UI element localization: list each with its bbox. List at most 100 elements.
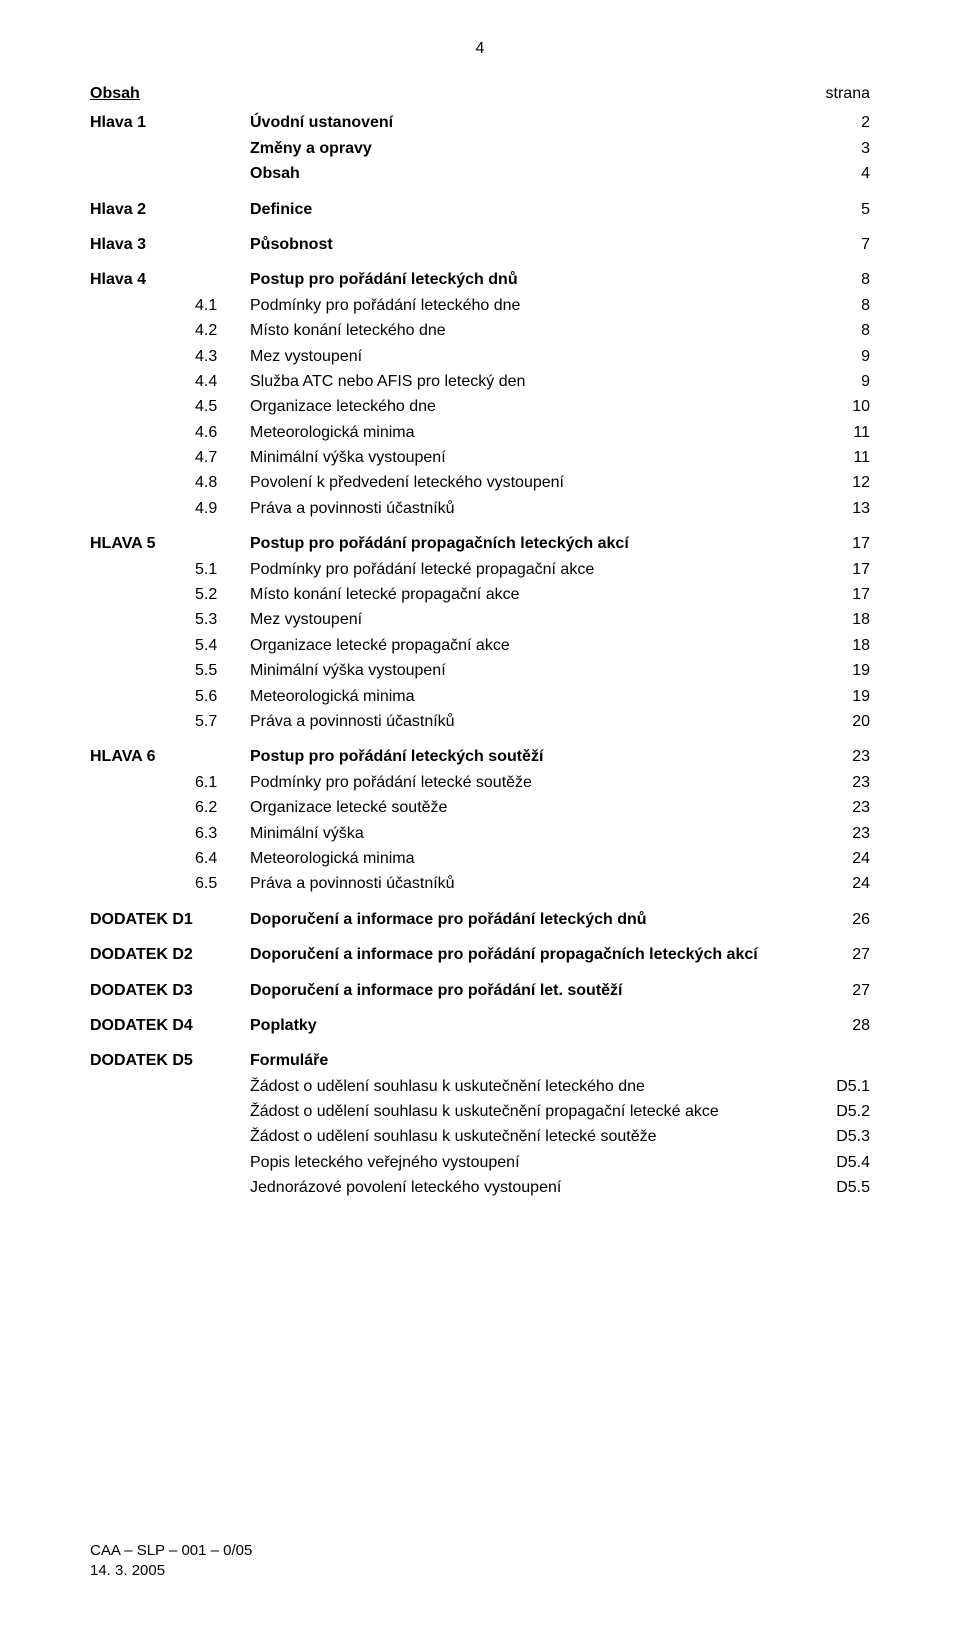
toc-col-number: 4.9 xyxy=(195,498,250,520)
toc-col-page: 19 xyxy=(810,686,870,708)
toc-col-page: 17 xyxy=(810,584,870,606)
toc-col-title: Minimální výška xyxy=(250,823,810,845)
toc-col-page: 20 xyxy=(810,711,870,733)
toc-col-title: Podmínky pro pořádání letecké soutěže xyxy=(250,772,810,794)
dodatek-row: DODATEK D4Poplatky28 xyxy=(90,1015,870,1037)
toc-col-number: 5.6 xyxy=(195,686,250,708)
toc-col-number: 5.4 xyxy=(195,635,250,657)
toc-row: 4.8Povolení k předvedení leteckého vysto… xyxy=(90,472,870,494)
dodatek-col-page: D5.1 xyxy=(810,1076,870,1098)
toc-col-title: Mez vystoupení xyxy=(250,346,810,368)
toc-col-title: Práva a povinnosti účastníků xyxy=(250,498,810,520)
toc-col-page: 5 xyxy=(810,199,870,221)
toc-col-chapter: Hlava 3 xyxy=(90,234,195,256)
toc-row: Obsah4 xyxy=(90,163,870,185)
dodatek-col-page: D5.4 xyxy=(810,1152,870,1174)
dodatek-col-title: Poplatky xyxy=(250,1015,810,1037)
toc-col-page: 8 xyxy=(810,269,870,291)
dodatek-row: Žádost o udělení souhlasu k uskutečnění … xyxy=(90,1126,870,1148)
toc-col-title: Organizace letecké soutěže xyxy=(250,797,810,819)
toc-row: 4.7Minimální výška vystoupení11 xyxy=(90,447,870,469)
toc-row: 5.5Minimální výška vystoupení19 xyxy=(90,660,870,682)
dodatek-row: Žádost o udělení souhlasu k uskutečnění … xyxy=(90,1101,870,1123)
footer-line-1: CAA – SLP – 001 – 0/05 xyxy=(90,1541,252,1561)
toc-col-chapter: HLAVA 5 xyxy=(90,533,195,555)
toc-col-page: 23 xyxy=(810,746,870,768)
toc-col-number: 5.1 xyxy=(195,559,250,581)
dodatek-col-label: DODATEK D4 xyxy=(90,1015,250,1037)
toc-col-page: 3 xyxy=(810,138,870,160)
toc-col-page: 23 xyxy=(810,797,870,819)
toc-row: 4.9Práva a povinnosti účastníků13 xyxy=(90,498,870,520)
dodatek-row: DODATEK D5Formuláře xyxy=(90,1050,870,1072)
toc-col-title: Úvodní ustanovení xyxy=(250,112,810,134)
toc-row: Hlava 4Postup pro pořádání leteckých dnů… xyxy=(90,269,870,291)
toc-col-number: 4.2 xyxy=(195,320,250,342)
toc-row: 4.1Podmínky pro pořádání leteckého dne8 xyxy=(90,295,870,317)
toc-row: 5.6Meteorologická minima19 xyxy=(90,686,870,708)
toc-title: Obsah xyxy=(90,83,195,105)
toc-col-title: Práva a povinnosti účastníků xyxy=(250,873,810,895)
toc-row: 5.7Práva a povinnosti účastníků20 xyxy=(90,711,870,733)
toc-col-chapter: Hlava 2 xyxy=(90,199,195,221)
toc-col-number: 4.6 xyxy=(195,422,250,444)
dodatek-col-page: D5.3 xyxy=(810,1126,870,1148)
dodatek-col-page: 28 xyxy=(810,1015,870,1037)
toc-row: HLAVA 6Postup pro pořádání leteckých sou… xyxy=(90,746,870,768)
toc-row: 6.1Podmínky pro pořádání letecké soutěže… xyxy=(90,772,870,794)
toc-col-title: Minimální výška vystoupení xyxy=(250,447,810,469)
toc-col-page: 18 xyxy=(810,609,870,631)
toc-col-number: 5.2 xyxy=(195,584,250,606)
toc-col-title: Definice xyxy=(250,199,810,221)
dodatek-col-page: 27 xyxy=(810,980,870,1002)
toc-col-page: 17 xyxy=(810,559,870,581)
toc-col-page: 23 xyxy=(810,772,870,794)
toc-col-number: 4.4 xyxy=(195,371,250,393)
toc-row: 4.5Organizace leteckého dne10 xyxy=(90,396,870,418)
toc-col-title: Podmínky pro pořádání leteckého dne xyxy=(250,295,810,317)
toc-row: 6.2Organizace letecké soutěže23 xyxy=(90,797,870,819)
toc-col-page: 7 xyxy=(810,234,870,256)
toc-col-page: 13 xyxy=(810,498,870,520)
toc-col-number: 6.3 xyxy=(195,823,250,845)
toc-col-title: Povolení k předvedení leteckého vystoupe… xyxy=(250,472,810,494)
toc-col-title: Změny a opravy xyxy=(250,138,810,160)
toc-col-number: 4.7 xyxy=(195,447,250,469)
toc-col-title: Působnost xyxy=(250,234,810,256)
page-number-top: 4 xyxy=(90,40,870,58)
toc-row: 5.2Místo konání letecké propagační akce1… xyxy=(90,584,870,606)
toc-row: 5.3Mez vystoupení18 xyxy=(90,609,870,631)
toc-row: 6.5Práva a povinnosti účastníků24 xyxy=(90,873,870,895)
dodatek-col-label: DODATEK D2 xyxy=(90,944,250,966)
toc-col-title: Postup pro pořádání leteckých dnů xyxy=(250,269,810,291)
dodatek-row: DODATEK D3Doporučení a informace pro poř… xyxy=(90,980,870,1002)
toc-col-title: Podmínky pro pořádání letecké propagační… xyxy=(250,559,810,581)
toc-row: Hlava 3 Působnost7 xyxy=(90,234,870,256)
dodatek-rows: DODATEK D1Doporučení a informace pro poř… xyxy=(90,899,870,1200)
dodatek-col-label: DODATEK D3 xyxy=(90,980,250,1002)
toc-row: 4.2Místo konání leteckého dne8 xyxy=(90,320,870,342)
dodatek-col-title: Žádost o udělení souhlasu k uskutečnění … xyxy=(250,1101,810,1123)
dodatek-col-title: Doporučení a informace pro pořádání let.… xyxy=(250,980,810,1002)
toc-row: HLAVA 5 Postup pro pořádání propagačních … xyxy=(90,533,870,555)
toc-col-title: Obsah xyxy=(250,163,810,185)
toc-col-page: 10 xyxy=(810,396,870,418)
toc-col-title: Postup pro pořádání leteckých soutěží xyxy=(250,746,810,768)
toc-col-title: Meteorologická minima xyxy=(250,686,810,708)
toc-col-title: Meteorologická minima xyxy=(250,422,810,444)
toc-col-title: Minimální výška vystoupení xyxy=(250,660,810,682)
toc-col-page: 17 xyxy=(810,533,870,555)
toc-col-page: 12 xyxy=(810,472,870,494)
dodatek-col-title: Doporučení a informace pro pořádání prop… xyxy=(250,944,810,966)
dodatek-col-title: Popis leteckého veřejného vystoupení xyxy=(250,1152,810,1174)
footer-line-2: 14. 3. 2005 xyxy=(90,1561,252,1581)
toc-row: Změny a opravy3 xyxy=(90,138,870,160)
toc-col-page: 23 xyxy=(810,823,870,845)
toc-col-title: Služba ATC nebo AFIS pro letecký den xyxy=(250,371,810,393)
toc-row: 4.6Meteorologická minima11 xyxy=(90,422,870,444)
toc-col-number: 4.8 xyxy=(195,472,250,494)
toc-row: Hlava 2 Definice5 xyxy=(90,199,870,221)
dodatek-col-page: D5.2 xyxy=(810,1101,870,1123)
toc-col-page: 2 xyxy=(810,112,870,134)
toc-col-title: Postup pro pořádání propagačních letecký… xyxy=(250,533,810,555)
